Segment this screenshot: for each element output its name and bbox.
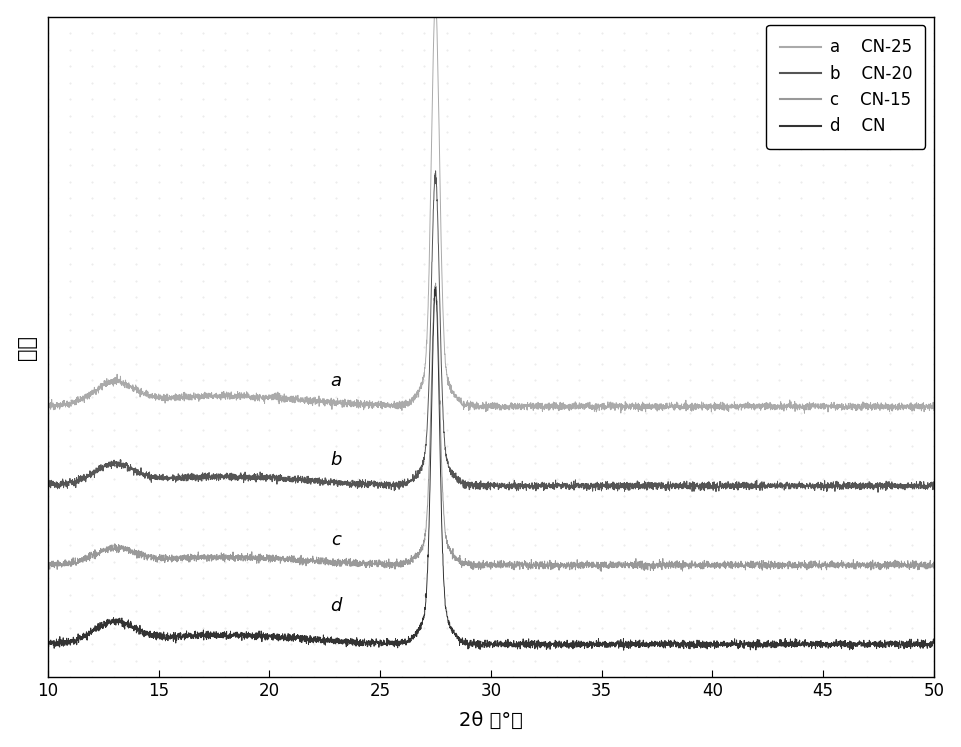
Text: b: b [330, 451, 341, 469]
X-axis label: 2θ （°）: 2θ （°） [458, 711, 523, 731]
Legend: a    CN-25, b    CN-20, c    CN-15, d    CN: a CN-25, b CN-20, c CN-15, d CN [766, 25, 925, 149]
Text: d: d [330, 597, 341, 615]
Text: a: a [331, 372, 341, 390]
Y-axis label: 强度: 强度 [16, 335, 37, 359]
Text: c: c [331, 530, 341, 548]
